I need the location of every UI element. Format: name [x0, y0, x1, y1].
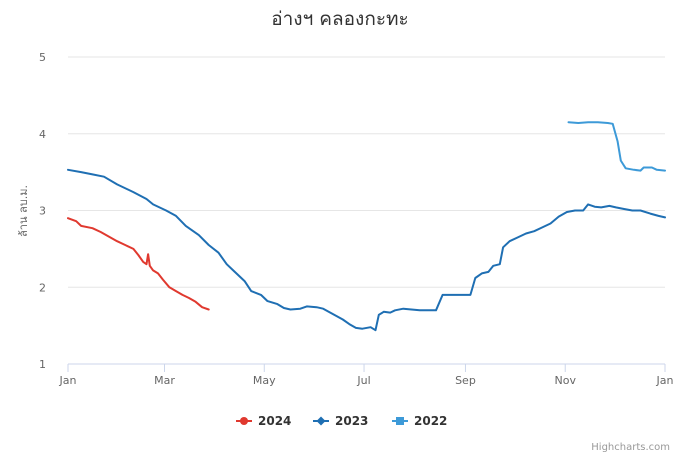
y-tick-label: 2: [39, 281, 46, 294]
x-axis: Jan Mar May Jul Sep Nov Jan: [59, 363, 674, 387]
legend-marker-diamond-icon: [316, 416, 326, 426]
x-tick-label: May: [253, 374, 276, 387]
y-tick-label: 1: [39, 358, 46, 371]
legend-marker-square-icon: [396, 417, 404, 425]
y-axis-label: ล้าน ลบ.ม.: [17, 185, 30, 237]
x-tick-label: Nov: [554, 374, 576, 387]
legend-marker-circle-icon: [240, 417, 248, 425]
series-line-2022[interactable]: [567, 121, 666, 172]
x-tick-label: Jan: [656, 374, 674, 387]
series-line-2023[interactable]: [67, 168, 666, 332]
legend-item-2023[interactable]: 2023: [313, 414, 368, 428]
x-tick-label: Jan: [59, 374, 77, 387]
legend-item-2022[interactable]: 2022: [392, 414, 447, 428]
gridlines: [68, 56, 665, 288]
series-line-2024[interactable]: [67, 217, 210, 311]
legend-label: 2023: [335, 414, 368, 428]
y-tick-label: 4: [39, 128, 46, 141]
y-axis: 1 2 3 4 5: [39, 51, 46, 371]
legend-item-2024[interactable]: 2024: [236, 414, 291, 428]
credits-link[interactable]: Highcharts.com: [591, 442, 670, 453]
y-tick-label: 3: [39, 205, 46, 218]
x-tick-label: Sep: [455, 374, 476, 387]
chart-title: อ่างฯ คลองกะทะ: [271, 8, 409, 30]
y-tick-label: 5: [39, 51, 46, 64]
legend-label: 2022: [414, 414, 447, 428]
x-tick-label: Mar: [154, 374, 175, 387]
series-group: [67, 121, 666, 332]
legend-label: 2024: [258, 414, 291, 428]
x-tick-label: Jul: [356, 374, 370, 387]
legend: 2024 2023 2022: [236, 414, 447, 428]
